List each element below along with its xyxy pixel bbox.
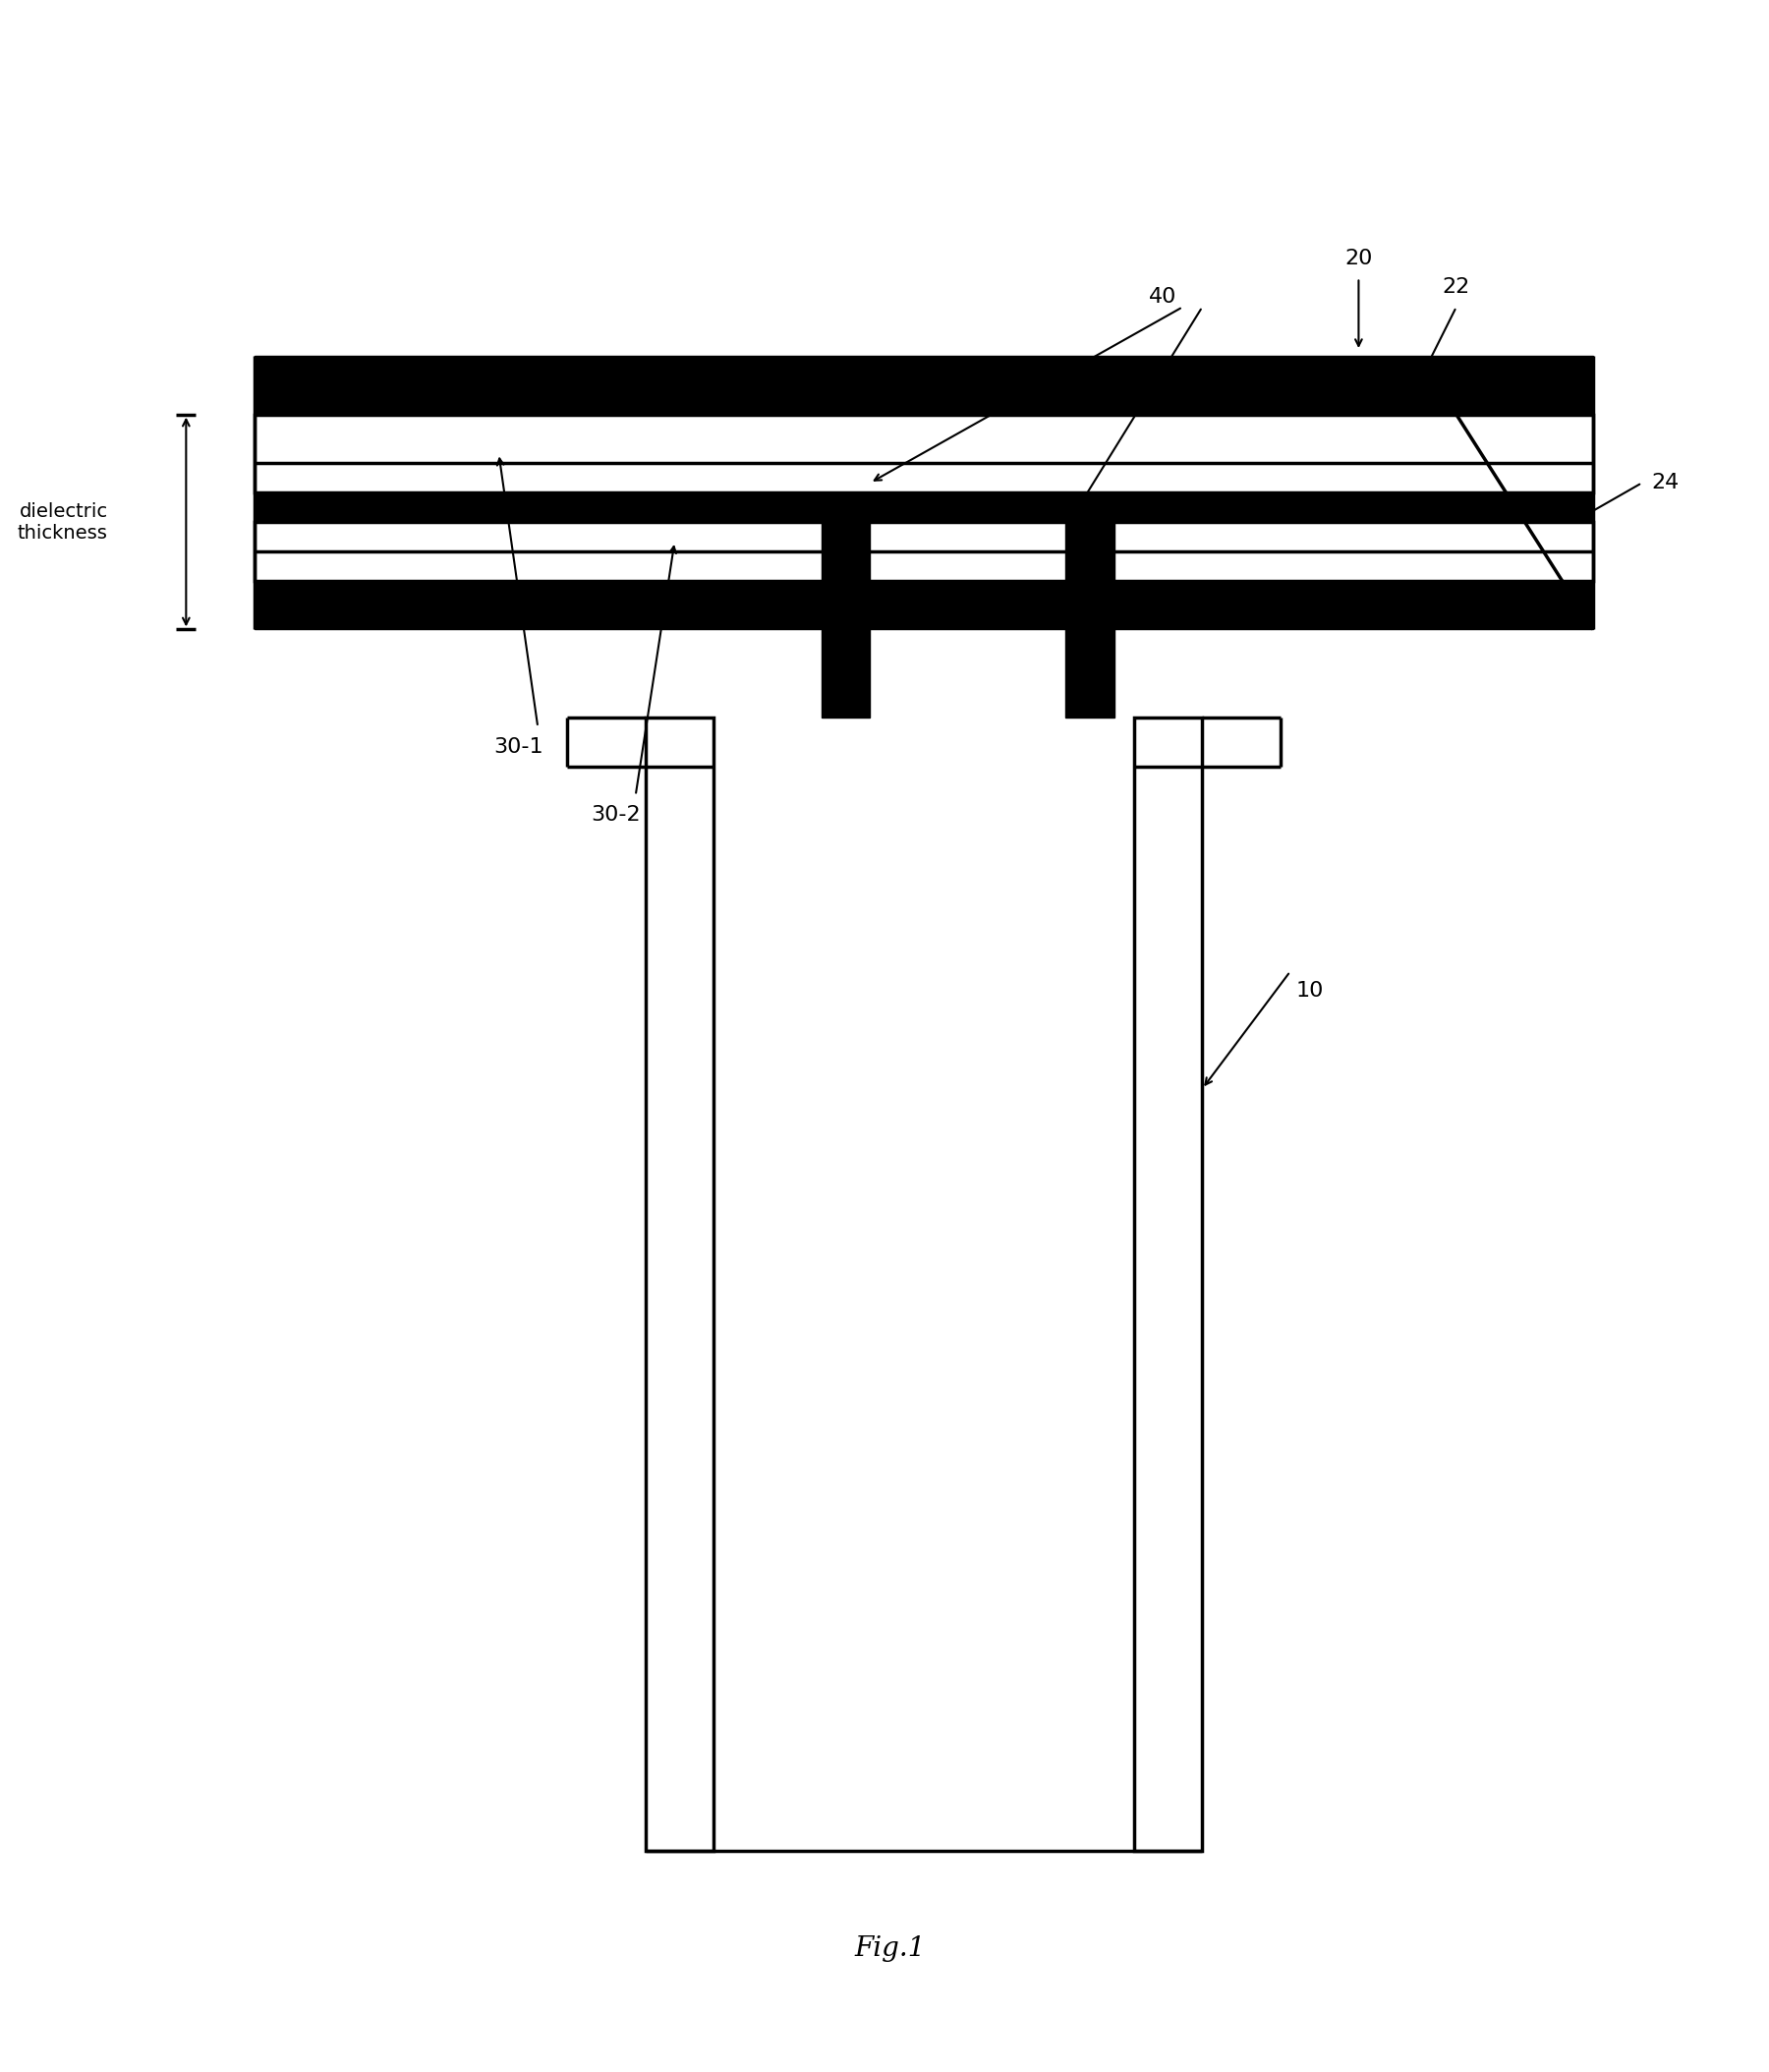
Bar	[821, 493, 870, 717]
Bar	[255, 493, 1594, 522]
Text: 30-1: 30-1	[494, 738, 543, 756]
Text: 30-2: 30-2	[591, 806, 640, 825]
Text: Fig.1: Fig.1	[854, 1935, 925, 1962]
Text: 20: 20	[1344, 249, 1373, 267]
Text: 10: 10	[1297, 982, 1323, 1001]
Bar	[646, 717, 713, 1850]
Text: 40: 40	[1150, 288, 1176, 307]
Bar	[255, 356, 1594, 414]
Bar	[1134, 717, 1203, 1850]
Bar	[255, 414, 1594, 493]
Text: dielectric
thickness: dielectric thickness	[18, 501, 108, 543]
Text: 22: 22	[1442, 278, 1470, 296]
Bar	[255, 580, 1594, 630]
Text: 24: 24	[1652, 472, 1679, 493]
Bar	[255, 522, 1594, 580]
Bar	[1065, 522, 1114, 717]
